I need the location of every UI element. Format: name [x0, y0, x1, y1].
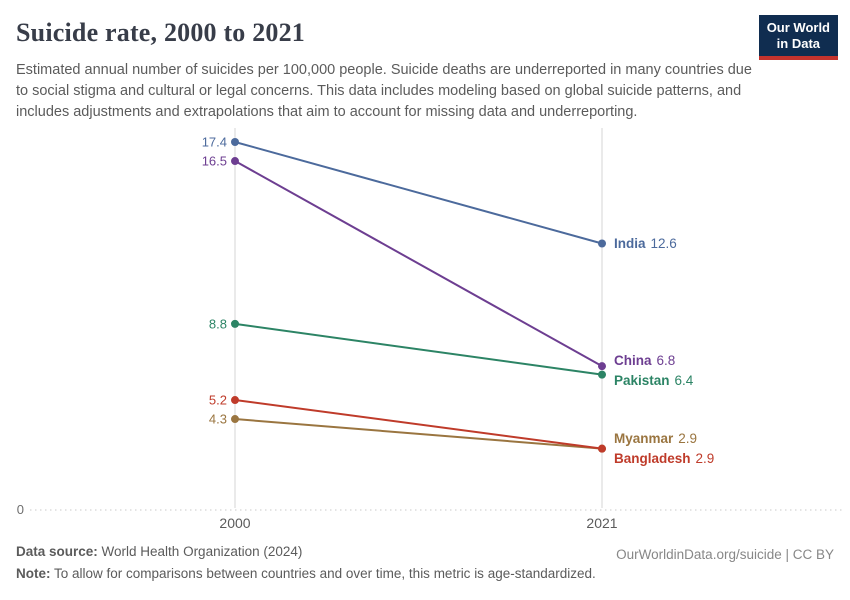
y-axis-zero-label: 0: [17, 502, 24, 517]
start-value-label-bangladesh: 5.2: [209, 393, 227, 408]
series-label-name-china: China: [614, 353, 652, 368]
series-start-point-india[interactable]: [231, 137, 239, 146]
note-value: To allow for comparisons between countri…: [50, 566, 596, 581]
x-tick-label-2000: 2000: [219, 515, 250, 531]
series-line-bangladesh[interactable]: [234, 399, 603, 450]
start-value-label-pakistan: 8.8: [209, 316, 227, 331]
series-start-point-china[interactable]: [231, 157, 239, 166]
series-label-myanmar[interactable]: Myanmar 2.9: [614, 431, 697, 446]
series-end-point-china[interactable]: [598, 362, 606, 371]
series-label-name-bangladesh: Bangladesh: [614, 451, 691, 466]
series-end-point-bangladesh[interactable]: [598, 444, 606, 453]
chart-footer: Data source: World Health Organization (…: [16, 541, 834, 585]
owid-logo[interactable]: Our World in Data: [758, 15, 838, 60]
x-tick-label-2021: 2021: [586, 515, 617, 531]
attribution-link[interactable]: OurWorldinData.org/suicide | CC BY: [616, 547, 834, 562]
series-line-india[interactable]: [234, 141, 603, 245]
series-label-name-pakistan: Pakistan: [614, 373, 670, 388]
series-line-myanmar[interactable]: [234, 418, 603, 450]
series-start-point-myanmar[interactable]: [231, 415, 239, 424]
series-line-pakistan[interactable]: [234, 322, 603, 376]
series-start-point-pakistan[interactable]: [231, 319, 239, 328]
footer-left: Data source: World Health Organization (…: [16, 541, 596, 585]
series-label-name-myanmar: Myanmar: [614, 431, 674, 446]
series-label-value-india: 12.6: [651, 236, 677, 251]
note-line: Note: To allow for comparisons between c…: [16, 563, 596, 585]
start-value-label-myanmar: 4.3: [209, 412, 227, 427]
series-label-value-pakistan: 6.4: [675, 373, 694, 388]
data-source-line: Data source: World Health Organization (…: [16, 541, 596, 563]
chart-title: Suicide rate, 2000 to 2021: [16, 18, 306, 47]
series-label-value-bangladesh: 2.9: [696, 451, 715, 466]
note-label: Note:: [16, 566, 51, 581]
series-label-name-india: India: [614, 236, 646, 251]
series-start-point-bangladesh[interactable]: [231, 396, 239, 405]
start-value-label-china: 16.5: [202, 154, 227, 169]
chart-header: Suicide rate, 2000 to 2021 Estimated ann…: [0, 0, 850, 123]
series-end-point-pakistan[interactable]: [598, 370, 606, 379]
series-label-india[interactable]: India 12.6: [614, 236, 677, 251]
owid-logo-line2: in Data: [776, 36, 821, 51]
data-source-value: World Health Organization (2024): [97, 544, 303, 559]
series-line-china[interactable]: [234, 160, 603, 368]
data-source-label: Data source:: [16, 544, 98, 559]
series-label-china[interactable]: China 6.8: [614, 353, 675, 368]
owid-logo-line1: Our World: [766, 20, 830, 35]
slope-chart: 0 2000 2021 17.4 16.5 8.8 4.3 5.2 India 12.6 China…: [17, 128, 842, 531]
series-end-point-india[interactable]: [598, 239, 606, 248]
series-label-pakistan[interactable]: Pakistan 6.4: [614, 373, 694, 388]
chart-subtitle: Estimated annual number of suicides per …: [16, 62, 752, 121]
start-value-label-india: 17.4: [202, 134, 227, 149]
series-label-bangladesh[interactable]: Bangladesh 2.9: [614, 451, 714, 466]
series-label-value-china: 6.8: [657, 353, 676, 368]
series-label-value-myanmar: 2.9: [678, 431, 697, 446]
